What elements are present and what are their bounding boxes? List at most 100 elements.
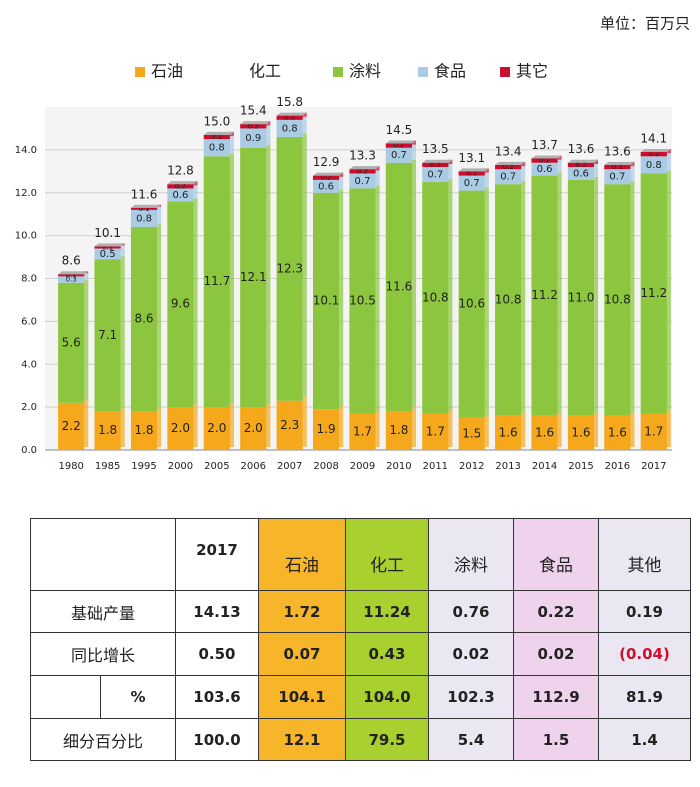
segment-label: 11.7 — [203, 274, 230, 288]
bar-side — [193, 198, 198, 405]
bar-side — [630, 181, 635, 413]
bar-segment — [130, 207, 158, 210]
bar-side — [157, 408, 162, 447]
bar-segment — [276, 400, 303, 450]
row-label: 同比增长 — [30, 632, 176, 676]
bar-side — [339, 176, 344, 190]
bar-segment — [495, 184, 522, 416]
bar-segment — [531, 158, 558, 163]
indent-cell — [30, 675, 101, 719]
table-cell: 102.3 — [428, 675, 514, 719]
segment-label: 2.3 — [280, 418, 299, 432]
legend-label: 其它 — [516, 62, 548, 81]
total-label: 13.7 — [531, 138, 558, 152]
x-tick-label: 2017 — [641, 461, 666, 472]
segment-label: 1.8 — [389, 423, 408, 437]
table-cell: 11.24 — [345, 590, 429, 633]
segment-label: 0.2 — [575, 161, 586, 169]
x-tick-label: 2000 — [168, 461, 193, 472]
segment-label: 11.6 — [386, 280, 413, 294]
bar-cap — [240, 121, 271, 125]
bar-side — [266, 121, 271, 126]
segment-label: 1.6 — [535, 425, 554, 439]
bar-side — [521, 181, 526, 413]
x-tick-label: 2006 — [241, 461, 266, 472]
bar-segment — [640, 173, 667, 414]
table-cell: 112.9 — [513, 675, 599, 719]
segment-label: 10.8 — [422, 290, 449, 304]
segment-label: 2.0 — [207, 421, 226, 435]
bar-segment — [58, 402, 85, 450]
legend-swatch — [333, 67, 343, 77]
bar-side — [302, 397, 307, 447]
bar-segment — [203, 156, 230, 408]
bar-segment — [385, 162, 413, 412]
bar-segment — [567, 179, 595, 416]
bar-segment — [240, 124, 267, 129]
segment-label: 0.2 — [539, 157, 550, 165]
table-cell: 0.19 — [598, 590, 691, 633]
bar-segment — [58, 282, 85, 403]
segment-label: 5.6 — [62, 335, 81, 349]
table-cell: 0.50 — [175, 632, 259, 676]
segment-label: 2.2 — [62, 419, 81, 433]
segment-label: 0.9 — [245, 133, 261, 144]
bar-side — [666, 149, 671, 154]
bar-cap — [640, 149, 671, 153]
y-tick-label: 12.0 — [15, 188, 37, 199]
table-cell: (0.04) — [598, 632, 691, 676]
bar-segment — [604, 164, 631, 170]
segment-label: 0.1 — [66, 271, 77, 279]
x-tick-label: 2009 — [350, 461, 375, 472]
bar-side — [193, 404, 198, 447]
segment-label: 0.3 — [66, 276, 77, 284]
bar-cap — [312, 172, 344, 176]
bar-cap — [130, 204, 162, 208]
bar-cap — [58, 271, 89, 275]
segment-label: 0.2 — [648, 150, 659, 158]
total-label: 12.8 — [167, 164, 194, 178]
x-tick-label: 2005 — [204, 461, 229, 472]
segment-label: 0.2 — [503, 163, 514, 171]
bar-segment — [458, 190, 485, 418]
total-label: 15.4 — [240, 104, 267, 118]
legend-label: 石油 — [151, 62, 183, 81]
segment-label: 0.7 — [464, 178, 480, 189]
bar-side — [229, 131, 234, 137]
bar-side — [666, 153, 671, 171]
table-cell: 104.1 — [258, 675, 346, 719]
bar-cap — [422, 159, 453, 163]
y-tick-label: 14.0 — [15, 145, 37, 156]
bar-side — [594, 176, 599, 413]
bar-side — [84, 279, 89, 400]
total-label: 13.6 — [568, 142, 595, 156]
bar-segment — [640, 413, 667, 450]
table-cell: 1.4 — [598, 718, 691, 761]
bar-segment — [422, 182, 449, 414]
header-cell: 涂料 — [428, 518, 514, 591]
bar-segment — [495, 169, 522, 185]
segment-label: 1.7 — [644, 424, 663, 438]
table-cell: 0.02 — [428, 632, 514, 676]
bar-segment — [567, 162, 595, 168]
x-tick-label: 2007 — [277, 461, 302, 472]
bar-side — [157, 224, 162, 409]
bar-side — [157, 206, 162, 225]
table-cell: 79.5 — [345, 718, 429, 761]
bar-side — [339, 406, 344, 447]
bar-side — [594, 164, 599, 177]
header-cell: 其他 — [598, 518, 691, 591]
bar-cap — [203, 131, 234, 135]
segment-label: 0.2 — [466, 169, 477, 177]
segment-label: 0.7 — [500, 172, 516, 183]
bar-side — [412, 159, 417, 409]
x-tick-label: 2016 — [605, 461, 630, 472]
header-cell: 食品 — [513, 518, 599, 591]
segment-label: 0.2 — [430, 161, 441, 169]
segment-label: 10.1 — [313, 294, 340, 308]
segment-label: 0.2 — [612, 163, 623, 171]
segment-label: 0.7 — [391, 150, 407, 161]
x-tick-label: 2013 — [495, 461, 520, 472]
table-cell: 14.13 — [175, 590, 259, 633]
bar-side — [229, 136, 234, 154]
